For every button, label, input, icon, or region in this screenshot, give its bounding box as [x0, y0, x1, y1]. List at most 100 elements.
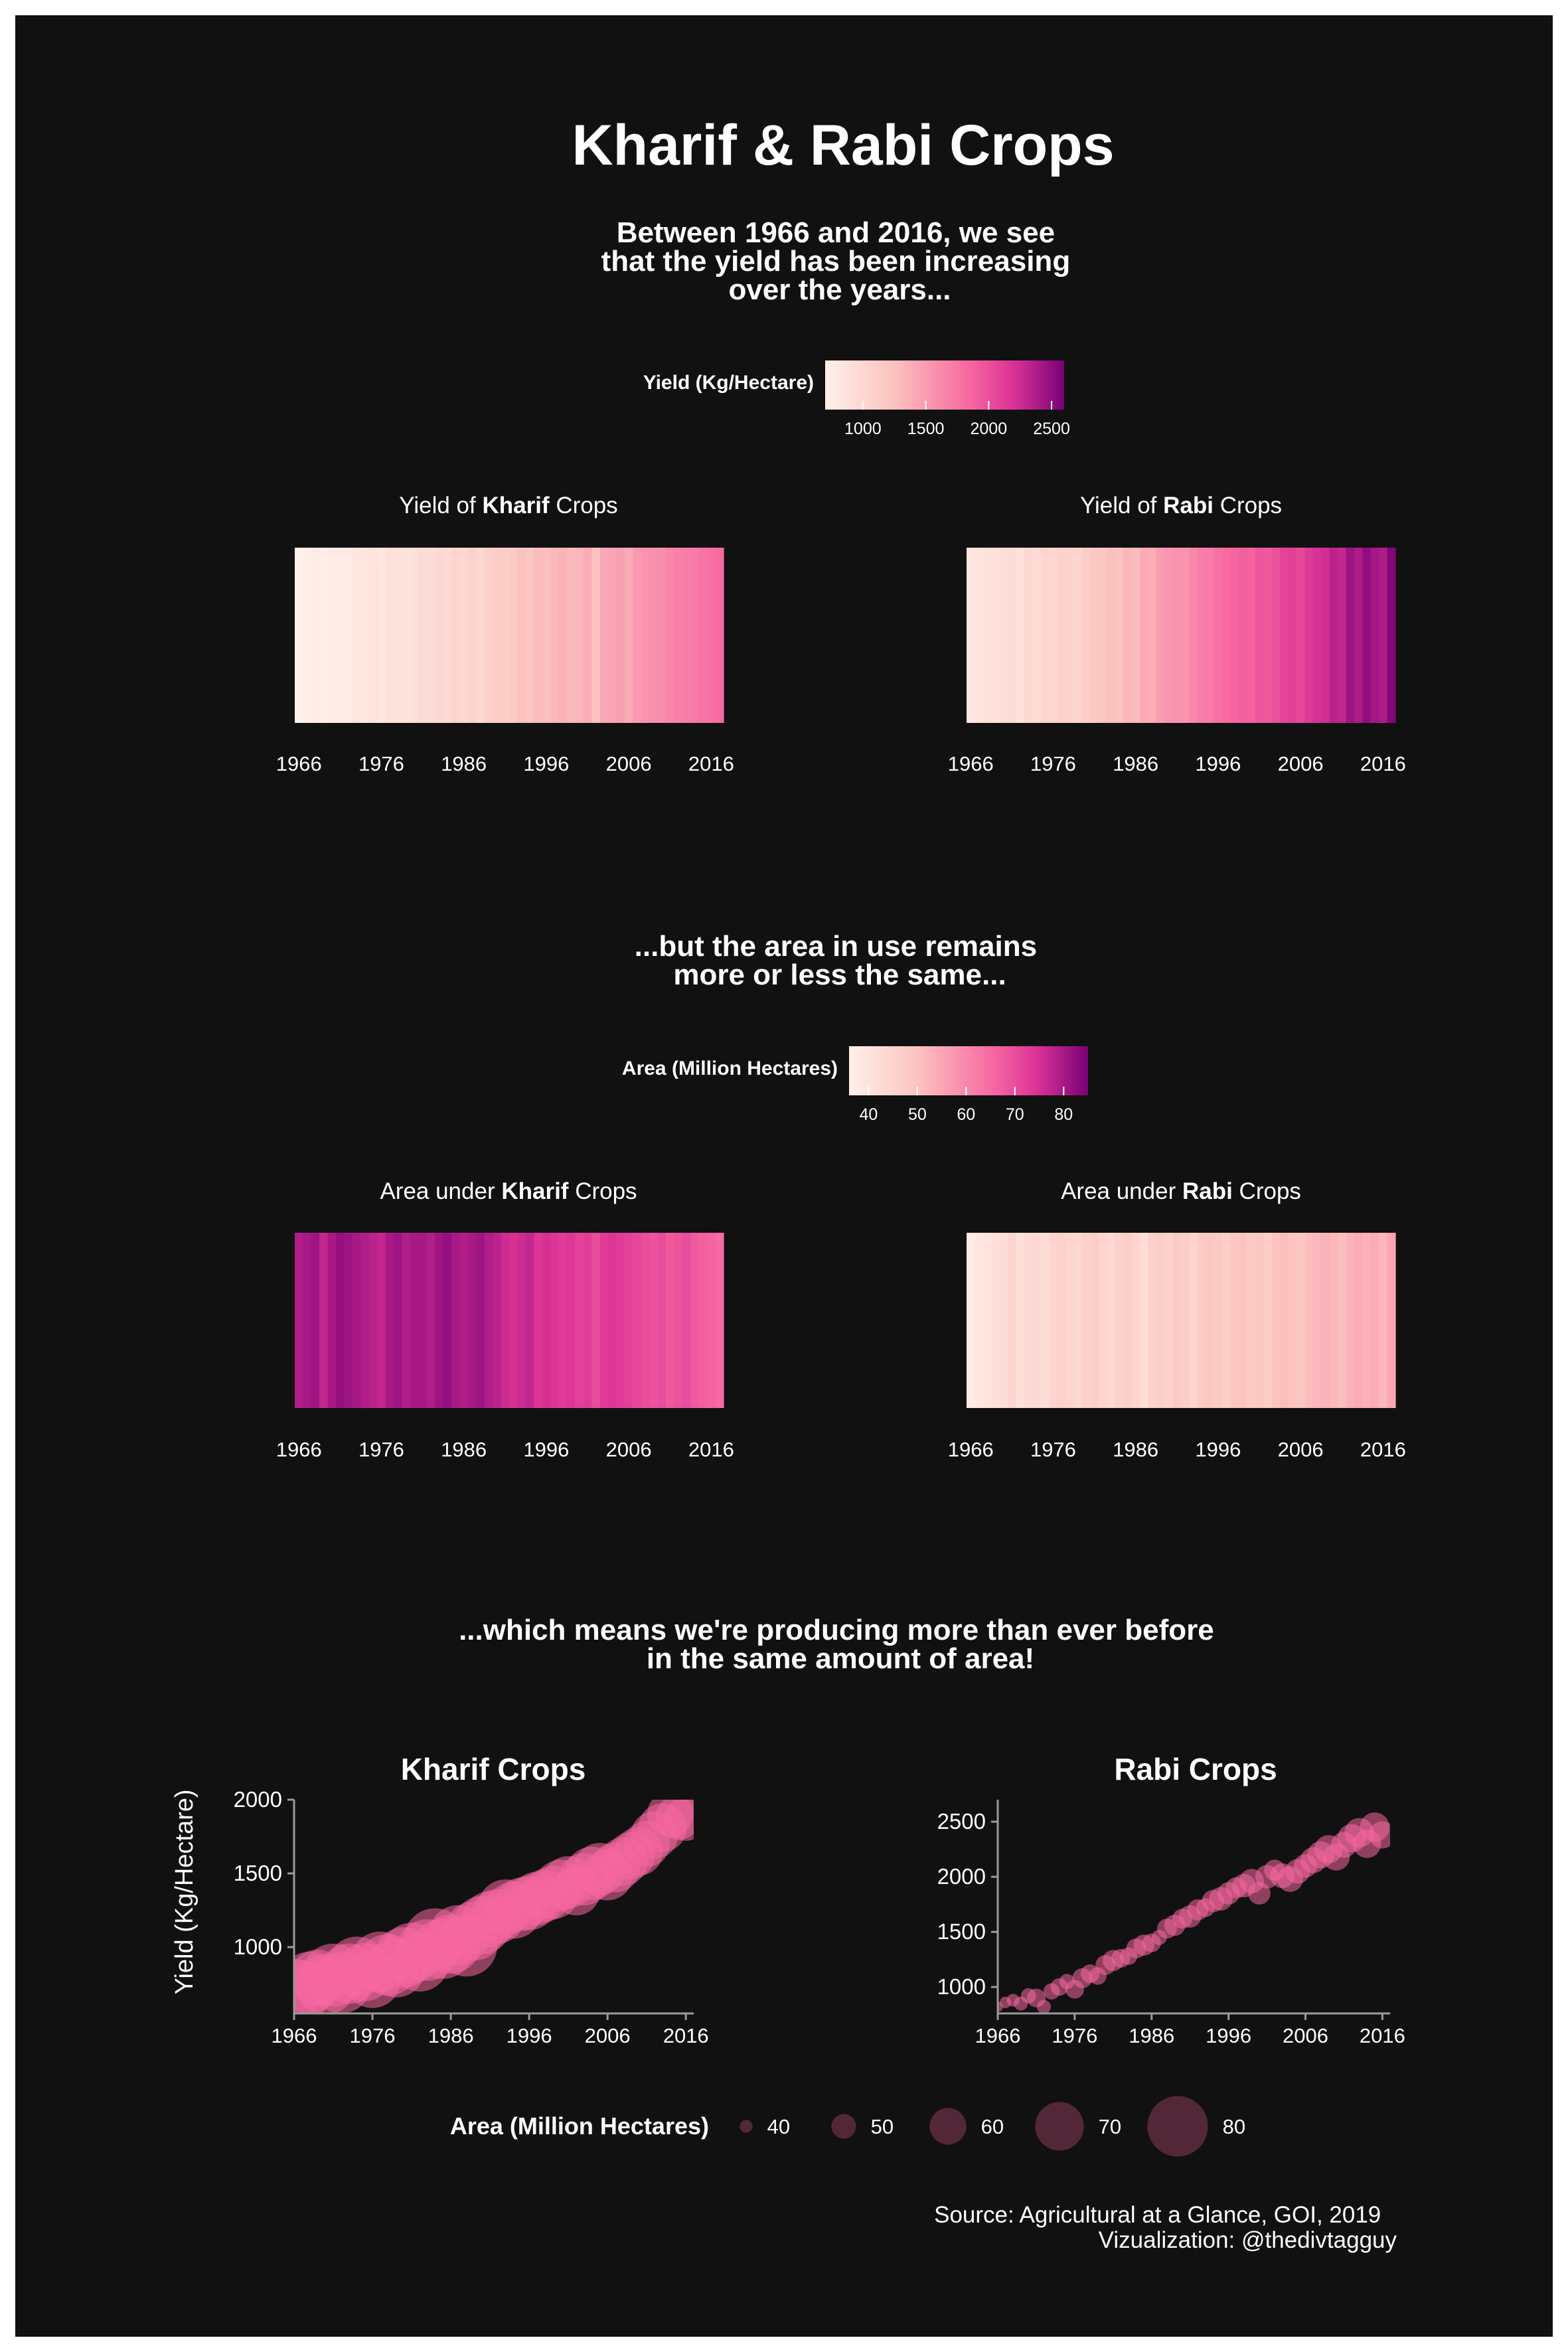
heatmap-cell — [608, 548, 617, 723]
heatmap-cell — [1107, 1233, 1116, 1408]
heatmap-cell — [1296, 548, 1305, 723]
heatmap-cell — [566, 548, 576, 723]
heatmap-cell — [467, 548, 477, 723]
heatmap-cell — [982, 548, 992, 723]
heatmap-cell — [715, 548, 724, 723]
heatmap-cell — [1040, 548, 1050, 723]
heatmap-cell — [319, 548, 329, 723]
scatter-point — [1037, 1999, 1052, 2013]
scatter-x-tick-label: 2016 — [663, 2024, 709, 2047]
heatmap-year-tick: 1996 — [523, 752, 569, 775]
heatmap-cell — [599, 1233, 609, 1408]
heatmap-cell — [1156, 1233, 1165, 1408]
heatmap-year-tick: 2006 — [606, 752, 652, 775]
heatmap-cell — [558, 1233, 568, 1408]
scatter-x-tick-label: 1996 — [1206, 2024, 1251, 2047]
panel-title-suffix: Crops — [1233, 1178, 1301, 1204]
heatmap-cell — [1065, 548, 1075, 723]
heatmap-cell — [476, 548, 485, 723]
size-legend-label: 50 — [871, 2115, 894, 2138]
heatmap-cell — [975, 548, 984, 723]
heatmap-cell — [493, 548, 502, 723]
heatmap-cell — [1098, 1233, 1107, 1408]
heatmap-cell — [311, 1233, 320, 1408]
heatmap-year-tick: 1976 — [358, 1438, 404, 1461]
panel-title-rabi-yield: Yield of Rabi Crops — [1080, 493, 1282, 518]
section2-caption-line: more or less the same... — [673, 959, 1006, 991]
scatter-x-tick-label: 1976 — [350, 2024, 396, 2047]
heatmap-cell — [666, 1233, 675, 1408]
heatmap-cell — [690, 1233, 700, 1408]
scatter-title-kharif: Kharif Crops — [401, 1752, 586, 1786]
heatmap-cell — [975, 1233, 984, 1408]
size-legend-title: Area (Million Hectares) — [450, 2112, 709, 2140]
heatmap-cell — [666, 548, 675, 723]
size-legend-label: 80 — [1223, 2115, 1245, 2138]
heatmap-year-tick: 1986 — [1113, 752, 1158, 775]
heatmap-year-tick: 1976 — [1030, 752, 1076, 775]
heatmap-kharif-area: 1966 1976 1986 1996 2006 2016 — [276, 1233, 734, 1461]
heatmap-cell — [1379, 1233, 1388, 1408]
heatmap-cell — [1197, 548, 1206, 723]
heatmap-cell — [608, 1233, 617, 1408]
size-legend-label: 60 — [981, 2115, 1004, 2138]
legend-tick-label: 2000 — [971, 420, 1008, 438]
heatmap-cell — [1139, 548, 1148, 723]
heatmap-cell — [641, 548, 650, 723]
panel-title-crop: Kharif — [501, 1178, 568, 1204]
yield-legend-ticks: 1000 1500 2000 2500 — [844, 401, 1070, 438]
panel-title-crop: Rabi — [1182, 1178, 1233, 1204]
heatmap-cell — [1338, 1233, 1347, 1408]
heatmap-cell — [509, 548, 518, 723]
heatmap-cell — [1321, 548, 1330, 723]
heatmap-cell — [1263, 1233, 1273, 1408]
heatmap-cell — [591, 1233, 601, 1408]
scatter-y-tick-label: 1500 — [937, 1919, 986, 1944]
heatmap-cell — [1329, 1233, 1338, 1408]
heatmap-cell — [1032, 1233, 1042, 1408]
heatmap-cell — [1312, 1233, 1322, 1408]
heatmap-cell — [1379, 548, 1388, 723]
heatmap-cell — [368, 1233, 378, 1408]
heatmap-cell — [649, 1233, 659, 1408]
heatmap-cell — [1206, 548, 1215, 723]
scatter-x-tick-label: 1976 — [1052, 2024, 1097, 2047]
legend-tick-label: 1000 — [844, 420, 882, 438]
heatmap-cell — [707, 1233, 716, 1408]
heatmap-cell — [1073, 1233, 1083, 1408]
heatmap-cell — [1032, 548, 1042, 723]
panel-title-prefix: Area under — [1061, 1178, 1182, 1204]
scatter-x-tick-label: 1966 — [975, 2024, 1021, 2047]
panel-title-crop: Rabi — [1163, 493, 1214, 518]
heatmap-cell — [991, 548, 1000, 723]
heatmap-cell — [599, 548, 609, 723]
scatter-point — [664, 1800, 694, 1841]
heatmap-cell — [385, 1233, 394, 1408]
heatmap-cell — [360, 548, 370, 723]
heatmap-cell — [1214, 1233, 1223, 1408]
heatmap-cell — [1222, 548, 1231, 723]
heatmap-cell — [1148, 548, 1157, 723]
heatmap-cell — [418, 1233, 428, 1408]
heatmap-cell — [525, 548, 534, 723]
size-legend-circle — [1147, 2096, 1208, 2157]
heatmap-cell — [575, 1233, 584, 1408]
heatmap-cell — [1008, 548, 1017, 723]
heatmap-cell — [501, 548, 510, 723]
heatmap-cell — [295, 1233, 304, 1408]
heatmap-cell — [657, 548, 666, 723]
scatter-y-tick-label: 1000 — [234, 1934, 282, 1959]
source-line: Source: Agricultural at a Glance, GOI, 2… — [934, 2202, 1381, 2228]
section1-caption-line: that the yield has been increasing — [601, 245, 1071, 277]
heatmap-cell — [550, 1233, 560, 1408]
heatmap-cell — [550, 548, 560, 723]
section3-caption-line: in the same amount of area! — [647, 1642, 1034, 1675]
panel-title-prefix: Area under — [380, 1178, 501, 1204]
heatmap-cell — [1304, 1233, 1314, 1408]
heatmap-cell — [1115, 1233, 1124, 1408]
heatmap-cell — [426, 1233, 435, 1408]
panel-title-crop: Kharif — [482, 493, 549, 518]
heatmap-year-tick: 1976 — [358, 752, 404, 775]
heatmap-cell — [1304, 548, 1314, 723]
heatmap-cell — [566, 1233, 576, 1408]
